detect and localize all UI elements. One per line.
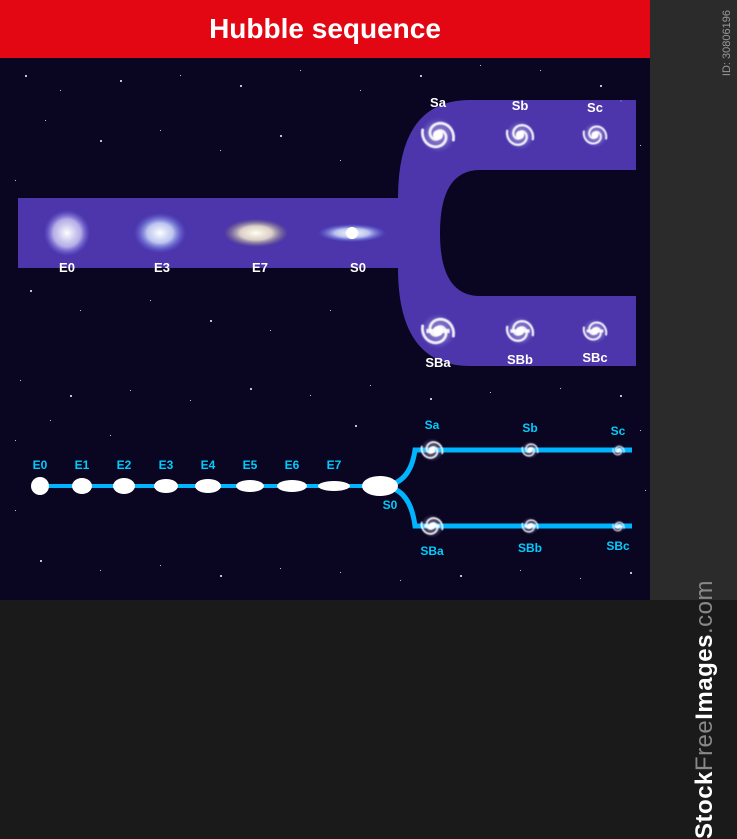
schematic-label-Sa: Sa xyxy=(412,418,452,432)
schematic-label-SBa: SBa xyxy=(412,544,452,558)
label-SBa: SBa xyxy=(418,355,458,370)
schematic-galaxy-SBc xyxy=(612,520,625,538)
label-Sa: Sa xyxy=(418,95,458,110)
galaxy-SBb xyxy=(505,316,535,351)
schematic-galaxy-SBb xyxy=(521,517,539,540)
schematic-galaxy-Sa xyxy=(420,438,444,467)
schematic-label-E7: E7 xyxy=(322,458,346,472)
galaxy-Sc xyxy=(582,122,608,153)
title-bar: Hubble sequence xyxy=(0,0,650,58)
stock-sidebar: ID: 30806196 StockFreeImages.com xyxy=(650,0,737,600)
galaxy-Sa xyxy=(420,117,456,158)
schematic-E0 xyxy=(31,477,49,495)
schematic-label-E1: E1 xyxy=(70,458,94,472)
diagram-canvas: E0 E3 E7 S0 Sa Sb Sc SBa SBb SBc E0 E1 E2 E3 E4 E5 E6 E7… xyxy=(0,0,650,600)
wm-stock: Stock xyxy=(691,771,718,839)
schematic-fork xyxy=(0,410,650,610)
schematic-label-E3: E3 xyxy=(154,458,178,472)
schematic-E2 xyxy=(113,478,135,494)
schematic-galaxy-SBa xyxy=(420,514,444,543)
schematic-label-Sc: Sc xyxy=(598,424,638,438)
schematic-E3 xyxy=(154,479,178,493)
title-text: Hubble sequence xyxy=(209,13,441,45)
schematic-label-E4: E4 xyxy=(196,458,220,472)
schematic-label-SBb: SBb xyxy=(510,541,550,555)
wm-free: Free xyxy=(691,720,718,771)
schematic-E1 xyxy=(72,478,92,494)
schematic-S0 xyxy=(362,476,398,496)
schematic-E5 xyxy=(236,480,264,492)
schematic-galaxy-Sb xyxy=(521,441,539,464)
galaxy-Sb xyxy=(505,120,535,155)
schematic-galaxy-Sc xyxy=(612,444,625,462)
label-E7: E7 xyxy=(246,260,274,275)
schematic-E4 xyxy=(195,479,221,493)
label-E0: E0 xyxy=(53,260,81,275)
schematic-label-SBc: SBc xyxy=(598,539,638,553)
schematic-E6 xyxy=(277,480,307,492)
wm-images: Images xyxy=(691,634,718,720)
schematic-label-E5: E5 xyxy=(238,458,262,472)
schematic-label-E0: E0 xyxy=(28,458,52,472)
label-Sc: Sc xyxy=(575,100,615,115)
label-SBc: SBc xyxy=(575,350,615,365)
schematic-E7 xyxy=(318,481,350,491)
schematic-label-Sb: Sb xyxy=(510,421,550,435)
schematic-label-E6: E6 xyxy=(280,458,304,472)
image-id: ID: 30806196 xyxy=(721,10,733,76)
tuning-fork-shape xyxy=(0,0,650,400)
wm-com: .com xyxy=(691,580,718,634)
watermark: StockFreeImages.com xyxy=(691,580,719,839)
schematic-label-S0: S0 xyxy=(376,498,404,512)
label-SBb: SBb xyxy=(500,352,540,367)
galaxy-SBc xyxy=(582,318,608,349)
galaxy-SBa xyxy=(420,313,456,354)
label-E3: E3 xyxy=(148,260,176,275)
label-S0: S0 xyxy=(344,260,372,275)
label-Sb: Sb xyxy=(500,98,540,113)
schematic-label-E2: E2 xyxy=(112,458,136,472)
